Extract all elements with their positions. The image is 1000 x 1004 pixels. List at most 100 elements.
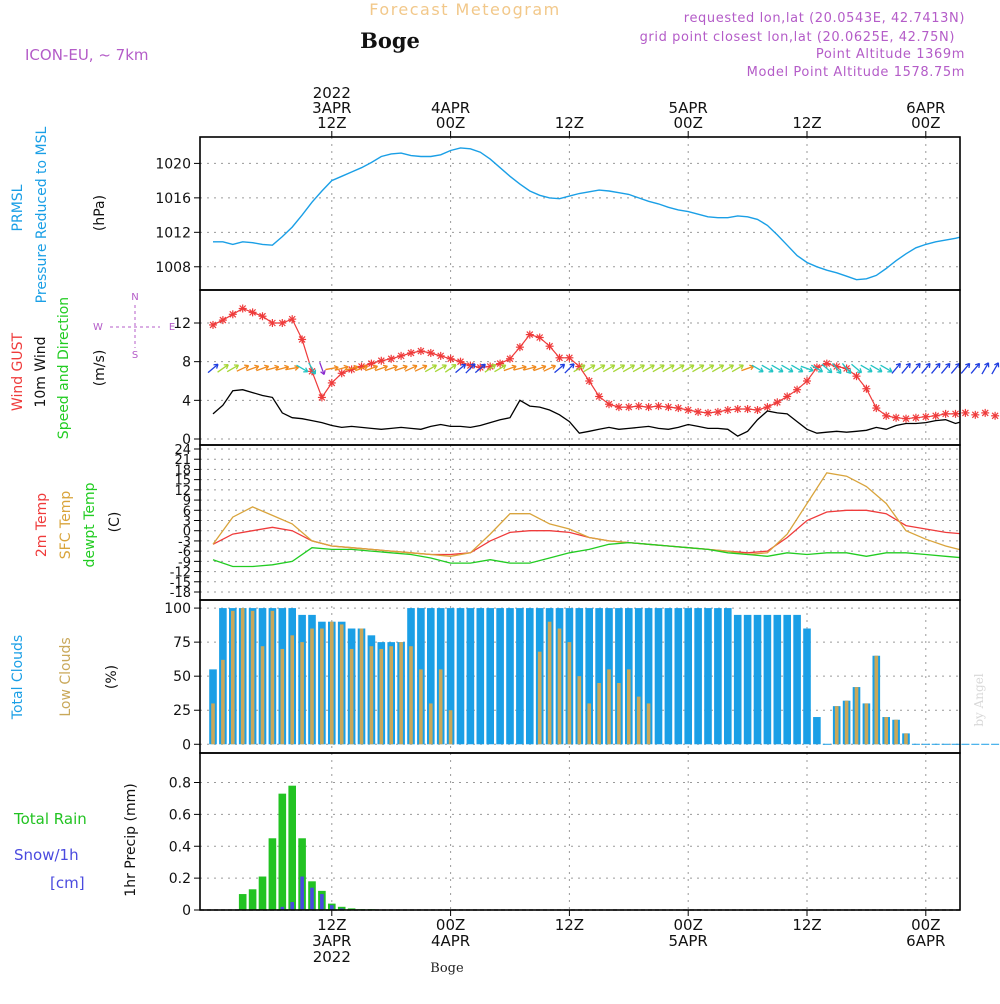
- low-cloud-bar: [835, 706, 839, 744]
- low-cloud-bar: [389, 646, 393, 744]
- low-cloud-bar: [320, 629, 324, 745]
- clouds-ylabel-low: Low Clouds: [58, 637, 74, 716]
- wind-arrow: [722, 365, 733, 372]
- rain-bar: [259, 877, 267, 910]
- gust-marker: [328, 379, 336, 387]
- low-cloud-bar: [409, 646, 413, 744]
- gust-marker: [298, 335, 306, 343]
- low-cloud-bar: [330, 622, 334, 745]
- snow-bar: [310, 888, 314, 910]
- low-cloud-bar: [300, 642, 304, 744]
- low-cloud-bar: [419, 669, 423, 744]
- rain-bar: [239, 894, 247, 910]
- wind-arrow: [435, 365, 446, 372]
- total-cloud-bar: [496, 608, 504, 744]
- wind-arrow: [881, 365, 892, 372]
- watermark: by Angel: [972, 673, 986, 726]
- low-cloud-bar: [340, 624, 344, 744]
- location-title: Boge: [360, 28, 420, 53]
- low-cloud-bar: [449, 710, 453, 744]
- low-cloud-bar: [350, 649, 354, 744]
- wind-arrow: [653, 365, 664, 372]
- total-cloud-bar: [754, 615, 762, 744]
- gust-marker: [397, 352, 405, 360]
- gridpoint-lonlat: grid point closest lon,lat (20.0625E, 42…: [640, 30, 955, 45]
- wind-arrow: [712, 365, 723, 372]
- wind-arrow: [902, 363, 910, 373]
- gust-marker: [932, 412, 940, 420]
- gust-marker: [773, 398, 781, 406]
- wind-arrow: [692, 365, 703, 372]
- footer-location: Boge: [430, 961, 464, 976]
- requested-lonlat: requested lon,lat (20.0543E, 42.7413N): [684, 11, 965, 26]
- pressure-line: [213, 148, 1000, 280]
- clouds-ytick-label: 100: [164, 601, 191, 617]
- wind-arrow: [584, 365, 595, 372]
- low-cloud-bar: [281, 649, 285, 744]
- gust-marker: [615, 403, 623, 411]
- precip-ytick-label: 0.4: [169, 839, 191, 855]
- wind-arrow: [971, 363, 979, 373]
- wind-arrow: [922, 363, 930, 373]
- gust-marker: [417, 347, 425, 355]
- gust-marker: [882, 412, 890, 420]
- top-time-label: 12Z: [555, 114, 584, 132]
- bottom-time-label: 6APR: [906, 932, 945, 950]
- low-cloud-bar: [904, 733, 908, 744]
- clouds-ytick-label: 50: [173, 669, 191, 685]
- gust-marker: [209, 321, 217, 329]
- low-cloud-bar: [370, 646, 374, 744]
- total-cloud-bar: [675, 608, 683, 744]
- rain-bar: [288, 786, 296, 910]
- total-cloud-bar: [803, 629, 811, 745]
- snow-bar: [290, 902, 294, 910]
- wind-arrow: [932, 363, 940, 373]
- compass-e: E: [169, 322, 175, 333]
- total-cloud-bar: [724, 608, 732, 744]
- bottom-time-label: 4APR: [431, 932, 470, 950]
- bottom-time-label: 12Z: [792, 916, 821, 934]
- pressure-ytick-label: 1012: [155, 225, 191, 241]
- rain-bar: [249, 889, 257, 910]
- total-cloud-bar: [655, 608, 663, 744]
- pressure-ylabel-prmsl: PRMSL: [10, 184, 26, 231]
- total-cloud-bar: [704, 608, 712, 744]
- clouds-ytick-label: 0: [182, 737, 191, 753]
- gust-marker: [229, 310, 237, 318]
- gust-marker: [585, 377, 593, 385]
- pressure-ylabel-unit: (hPa): [92, 195, 108, 231]
- low-cloud-bar: [399, 642, 403, 744]
- gust-marker: [853, 372, 861, 380]
- gust-marker: [546, 342, 554, 350]
- precip-legend-cm: [cm]: [50, 874, 85, 892]
- total-cloud-bar: [665, 608, 673, 744]
- model-label: ICON-EU, ~ 7km: [25, 46, 149, 64]
- gust-marker: [278, 319, 286, 327]
- total-cloud-bar: [764, 615, 772, 744]
- gust-marker: [793, 386, 801, 394]
- top-time-label: 00Z: [436, 114, 465, 132]
- gust-marker: [971, 411, 979, 419]
- gust-marker: [565, 354, 573, 362]
- gust-marker: [961, 409, 969, 417]
- pressure-ytick-label: 1016: [155, 191, 191, 207]
- wind-arrow: [218, 365, 229, 372]
- gust-marker: [872, 404, 880, 412]
- low-cloud-bar: [558, 629, 562, 745]
- rain-bar: [279, 794, 287, 910]
- total-cloud-bar: [744, 615, 752, 744]
- gust-marker: [595, 392, 603, 400]
- wind-arrow: [992, 363, 999, 374]
- panel-frames: [200, 137, 960, 910]
- gust-marker: [912, 414, 920, 422]
- wind-arrow: [762, 365, 773, 372]
- clouds-ylabel-unit: (%): [104, 665, 120, 689]
- low-cloud-bar: [380, 649, 384, 744]
- gust-marker: [239, 305, 247, 313]
- gust-marker: [407, 349, 415, 357]
- low-cloud-bar: [607, 669, 611, 744]
- low-cloud-bar: [855, 687, 859, 744]
- gust-marker: [318, 393, 326, 401]
- pressure-ylabel-desc: Pressure Reduced to MSL: [34, 126, 50, 303]
